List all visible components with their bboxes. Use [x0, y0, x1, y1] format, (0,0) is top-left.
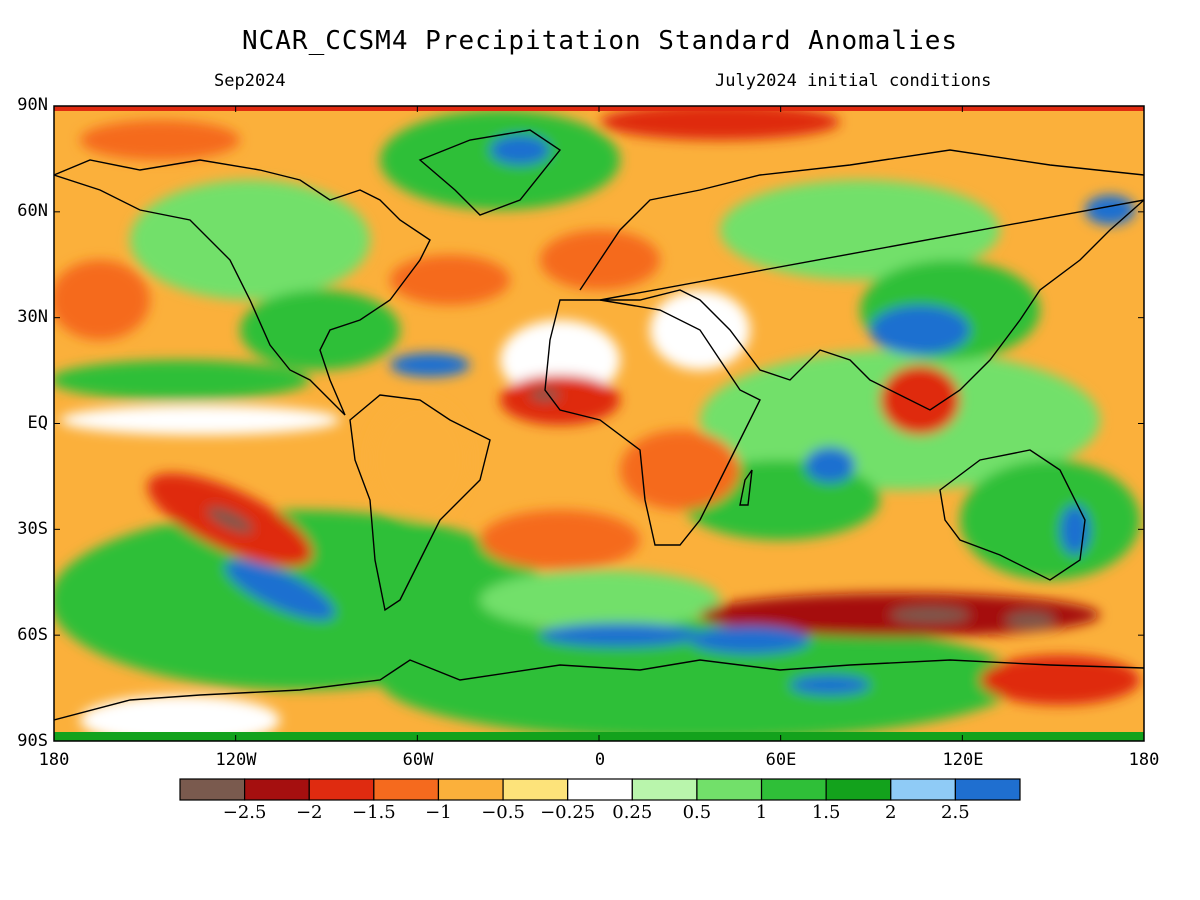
colorbar-label: 0.5 [682, 802, 712, 823]
colorbar-swatch [502, 778, 569, 801]
init-conditions-label: July2024 initial conditions [715, 71, 992, 91]
colorbar-swatch [825, 778, 892, 801]
lat-label-30n: 30N [17, 307, 48, 327]
chart-title: NCAR_CCSM4 Precipitation Standard Anomal… [241, 26, 959, 56]
colorbar-swatch [954, 778, 1021, 801]
lat-label-30s: 30S [17, 519, 48, 539]
colorbar-swatch [244, 778, 310, 801]
lat-label-60s: 60S [17, 625, 48, 645]
colorbar-label: −2.5 [222, 802, 267, 823]
colorbar-label: 2.5 [941, 802, 970, 823]
colorbar-swatch [567, 778, 633, 801]
colorbar-label: 2 [885, 802, 897, 823]
lon-label-180e: 180 [1128, 750, 1160, 770]
colorbar-swatch [631, 778, 698, 801]
lat-label-60n: 60N [17, 201, 48, 221]
colorbar-swatch [308, 778, 375, 801]
lon-label-60w: 60W [402, 750, 434, 770]
lon-label-120e: 120E [942, 750, 984, 770]
colorbar-label: −1 [425, 802, 452, 823]
colorbar-label: −0.25 [540, 802, 596, 823]
colorbar-swatch [179, 778, 246, 801]
lat-label-eq: EQ [27, 413, 48, 433]
colorbar-label: −1.5 [351, 802, 396, 823]
lon-label-120w: 120W [215, 750, 257, 770]
colorbar-swatch [890, 778, 956, 801]
colorbar-label: 1 [755, 802, 768, 823]
lon-label-60e: 60E [765, 750, 797, 770]
lon-label-0: 0 [594, 750, 606, 770]
lon-label-180w: 180 [38, 750, 70, 770]
colorbar-label: −0.5 [481, 802, 525, 823]
colorbar [179, 778, 1021, 801]
colorbar-swatch [437, 778, 504, 801]
colorbar-label: 1.5 [811, 802, 841, 823]
axis-ticks [53, 105, 1145, 742]
lat-label-90s: 90S [17, 731, 48, 751]
valid-month-label: Sep2024 [214, 71, 286, 91]
coastlines [54, 129, 1144, 721]
colorbar-swatch [760, 778, 827, 801]
anomaly-field [54, 106, 1144, 741]
colorbar-swatch [696, 778, 763, 801]
colorbar-label: 0.25 [612, 802, 653, 823]
lat-label-90n: 90N [17, 95, 48, 115]
colorbar-label: −2 [295, 802, 323, 823]
colorbar-swatch [373, 778, 440, 801]
